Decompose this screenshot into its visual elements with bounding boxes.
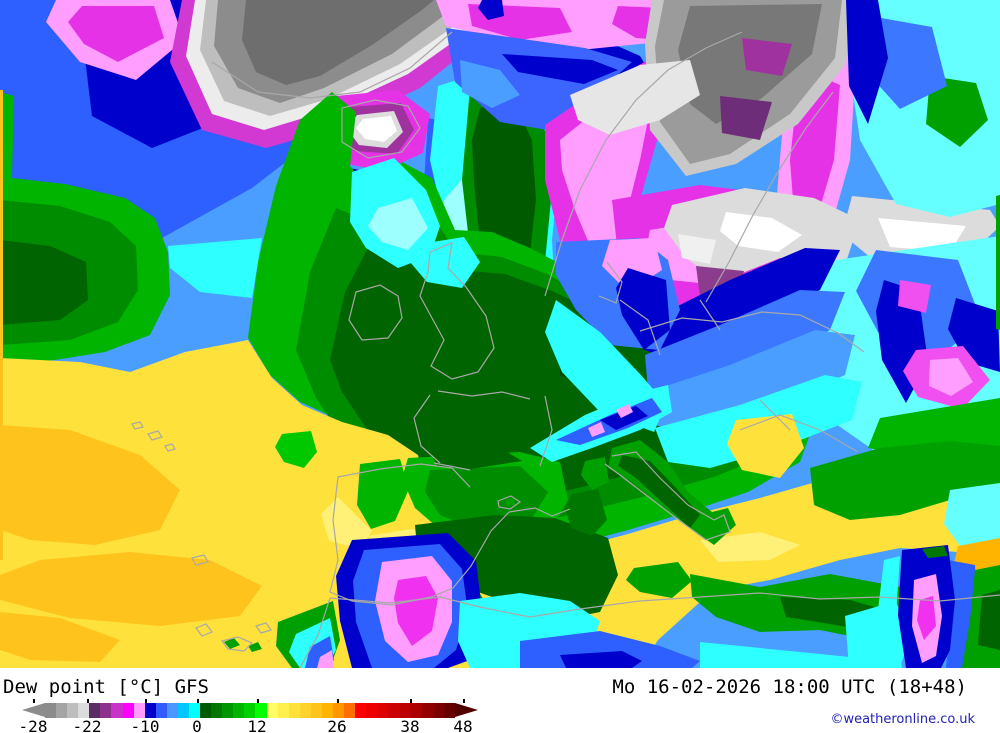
legend-color-cell — [56, 703, 68, 718]
legend-color-cell — [100, 703, 112, 718]
legend-tick-stub — [337, 699, 339, 703]
copyright-link[interactable]: ©weatheronline.co.uk — [830, 712, 975, 727]
legend-color-cell — [177, 703, 190, 718]
legend-color-cell — [211, 703, 223, 718]
legend-color-cell — [410, 703, 422, 718]
legend-color-cell — [377, 703, 389, 718]
legend-tick-label: 0 — [192, 717, 202, 733]
map-footer: Dew point [°C] GFS Mo 16-02-2026 18:00 U… — [0, 668, 1000, 733]
legend-color-cell — [266, 703, 278, 718]
legend-tick-marks — [0, 699, 520, 703]
legend-tick-label: 38 — [400, 717, 420, 733]
legend-color-cell — [321, 703, 334, 718]
edge-slivers-layer — [0, 90, 1000, 560]
legend-color-cell — [355, 703, 367, 718]
legend-tick-stub — [257, 699, 259, 703]
northwest-africa-layer — [276, 515, 700, 668]
legend-color-cell — [45, 703, 57, 718]
legend-left-arrow — [22, 703, 45, 717]
legend-color-cell — [166, 703, 178, 718]
legend-tick-label: -28 — [18, 717, 48, 733]
legend-color-cell — [299, 703, 311, 718]
mediterranean-east-layer — [565, 414, 1000, 598]
dew-point-map-svg — [0, 0, 1000, 668]
forecast-datetime: Mo 16-02-2026 18:00 UTC (18+48) — [612, 676, 967, 698]
legend-color-cell — [89, 703, 101, 718]
legend-color-cell — [111, 703, 123, 718]
legend-tick-label: 12 — [247, 717, 267, 733]
legend-color-cell — [155, 703, 167, 718]
legend-color-cell — [310, 703, 322, 718]
legend-tick-label: -10 — [130, 717, 160, 733]
legend-color-cell — [388, 703, 400, 718]
coastlines — [131, 31, 1000, 668]
color-scale-legend: -28 -22 -10 0 12 26 38 48 — [0, 668, 1000, 733]
legend-color-cell — [399, 703, 411, 718]
legend-color-cell — [277, 703, 289, 718]
legend-color-cell — [133, 703, 145, 718]
legend-tick-stub — [145, 699, 147, 703]
legend-color-cell — [432, 703, 444, 718]
legend-right-arrow — [455, 703, 478, 717]
legend-tick-stub — [410, 699, 412, 703]
legend-color-bar — [22, 703, 478, 718]
legend-color-cell — [366, 703, 378, 718]
legend-color-cell — [244, 703, 256, 718]
legend-tick-label: 48 — [453, 717, 473, 733]
greenland-layer — [170, 0, 480, 148]
legend-color-cell — [122, 703, 134, 718]
africa-east-layer — [690, 545, 1000, 668]
product-title: Dew point [°C] GFS — [3, 676, 209, 698]
legend-tick-labels: -28 -22 -10 0 12 26 38 48 — [0, 717, 520, 733]
legend-tick-stub — [197, 699, 199, 703]
legend-color-cell — [443, 703, 455, 718]
legend-tick-stub — [463, 699, 465, 703]
legend-color-cell — [344, 703, 356, 718]
legend-color-cell — [144, 703, 156, 718]
legend-color-cell — [288, 703, 300, 718]
legend-color-cell — [421, 703, 433, 718]
legend-color-cell — [222, 703, 234, 718]
legend-color-cell — [67, 703, 79, 718]
legend-color-cell — [189, 703, 201, 718]
legend-color-cell — [333, 703, 345, 718]
alps-layer — [530, 385, 672, 462]
legend-color-cell — [233, 703, 245, 718]
legend-color-cell — [255, 703, 267, 718]
dew-point-map — [0, 0, 1000, 668]
legend-color-cell — [78, 703, 90, 718]
legend-color-cell — [200, 703, 212, 718]
legend-tick-stub — [33, 699, 35, 703]
legend-tick-stub — [87, 699, 89, 703]
island-green-dots — [224, 498, 516, 652]
legend-tick-label: 26 — [327, 717, 347, 733]
legend-bar-body — [45, 703, 455, 718]
legend-tick-label: -22 — [72, 717, 102, 733]
